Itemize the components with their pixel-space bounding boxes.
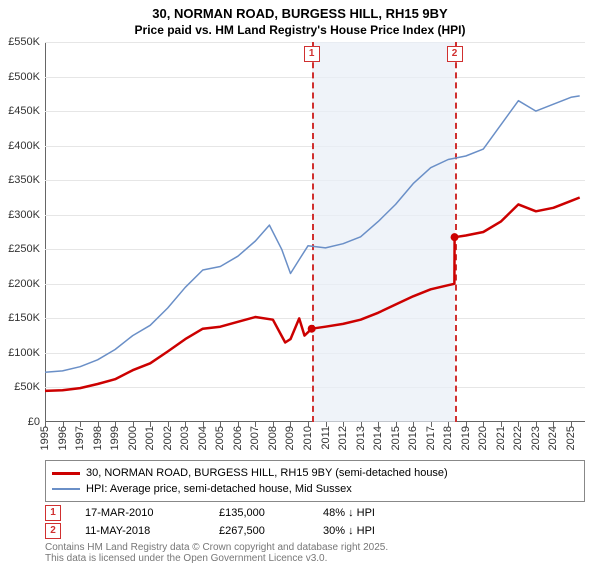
y-tick-label: £150K [0, 312, 40, 324]
x-tick-label: 2000 [127, 426, 139, 450]
x-tick-label: 2021 [495, 426, 507, 450]
transaction-date: 17-MAR-2010 [85, 507, 195, 519]
x-tick-label: 2018 [442, 426, 454, 450]
legend-label: 30, NORMAN ROAD, BURGESS HILL, RH15 9BY … [86, 467, 448, 479]
footer-line1: Contains HM Land Registry data © Crown c… [45, 542, 388, 553]
x-tick-label: 2016 [407, 426, 419, 450]
transaction-row: 1 17-MAR-2010 £135,000 48% ↓ HPI [45, 504, 585, 522]
y-tick-label: £550K [0, 36, 40, 48]
plot-area: £0£50K£100K£150K£200K£250K£300K£350K£400… [45, 42, 585, 422]
transaction-dot [308, 325, 316, 333]
y-tick-label: £400K [0, 140, 40, 152]
y-tick-label: £250K [0, 243, 40, 255]
x-tick-label: 1999 [109, 426, 121, 450]
x-tick-label: 2017 [425, 426, 437, 450]
x-tick-label: 2015 [390, 426, 402, 450]
y-tick-label: £200K [0, 278, 40, 290]
transaction-date: 11-MAY-2018 [85, 525, 195, 537]
x-tick-label: 1996 [57, 426, 69, 450]
legend-swatch [52, 488, 80, 490]
chart-title-line2: Price paid vs. HM Land Registry's House … [0, 23, 600, 37]
transaction-price: £267,500 [219, 525, 299, 537]
transaction-number-box: 2 [45, 523, 61, 539]
legend-label: HPI: Average price, semi-detached house,… [86, 483, 352, 495]
x-tick-label: 2013 [355, 426, 367, 450]
x-tick-label: 2024 [547, 426, 559, 450]
transactions-table: 1 17-MAR-2010 £135,000 48% ↓ HPI 2 11-MAY-201… [45, 504, 585, 540]
transaction-price: £135,000 [219, 507, 299, 519]
x-tick-label: 1998 [92, 426, 104, 450]
x-tick-label: 2005 [214, 426, 226, 450]
y-tick-label: £300K [0, 209, 40, 221]
x-tick-label: 1997 [74, 426, 86, 450]
x-tick-label: 2003 [179, 426, 191, 450]
x-tick-label: 2010 [302, 426, 314, 450]
transaction-delta: 48% ↓ HPI [323, 507, 423, 519]
footer-line2: This data is licensed under the Open Gov… [45, 553, 388, 564]
x-tick-label: 2004 [197, 426, 209, 450]
transaction-row: 2 11-MAY-2018 £267,500 30% ↓ HPI [45, 522, 585, 540]
legend-swatch [52, 472, 80, 475]
chart-title-line1: 30, NORMAN ROAD, BURGESS HILL, RH15 9BY [0, 0, 600, 23]
chart-container: 30, NORMAN ROAD, BURGESS HILL, RH15 9BY … [0, 0, 600, 560]
legend: 30, NORMAN ROAD, BURGESS HILL, RH15 9BY … [45, 460, 585, 502]
x-tick-label: 2009 [284, 426, 296, 450]
y-tick-label: £0 [0, 416, 40, 428]
legend-row: 30, NORMAN ROAD, BURGESS HILL, RH15 9BY … [52, 465, 578, 481]
x-tick-label: 2006 [232, 426, 244, 450]
x-tick-label: 2023 [530, 426, 542, 450]
footer-attribution: Contains HM Land Registry data © Crown c… [45, 542, 388, 564]
x-tick-label: 2020 [477, 426, 489, 450]
transaction-number-box: 1 [45, 505, 61, 521]
x-tick-label: 2008 [267, 426, 279, 450]
x-tick-label: 1995 [39, 426, 51, 450]
legend-row: HPI: Average price, semi-detached house,… [52, 481, 578, 497]
series-svg [45, 42, 585, 422]
x-tick-label: 2012 [337, 426, 349, 450]
series-price_paid [45, 198, 580, 391]
x-tick-label: 2002 [162, 426, 174, 450]
x-tick-label: 2011 [320, 426, 332, 450]
transaction-delta: 30% ↓ HPI [323, 525, 423, 537]
y-tick-label: £100K [0, 347, 40, 359]
x-tick-label: 2014 [372, 426, 384, 450]
y-tick-label: £50K [0, 381, 40, 393]
x-tick-label: 2007 [249, 426, 261, 450]
x-tick-label: 2019 [460, 426, 472, 450]
x-tick-label: 2022 [512, 426, 524, 450]
y-tick-label: £500K [0, 71, 40, 83]
x-tick-label: 2025 [565, 426, 577, 450]
x-tick-label: 2001 [144, 426, 156, 450]
y-tick-label: £350K [0, 174, 40, 186]
y-tick-label: £450K [0, 105, 40, 117]
transaction-dot [451, 233, 459, 241]
